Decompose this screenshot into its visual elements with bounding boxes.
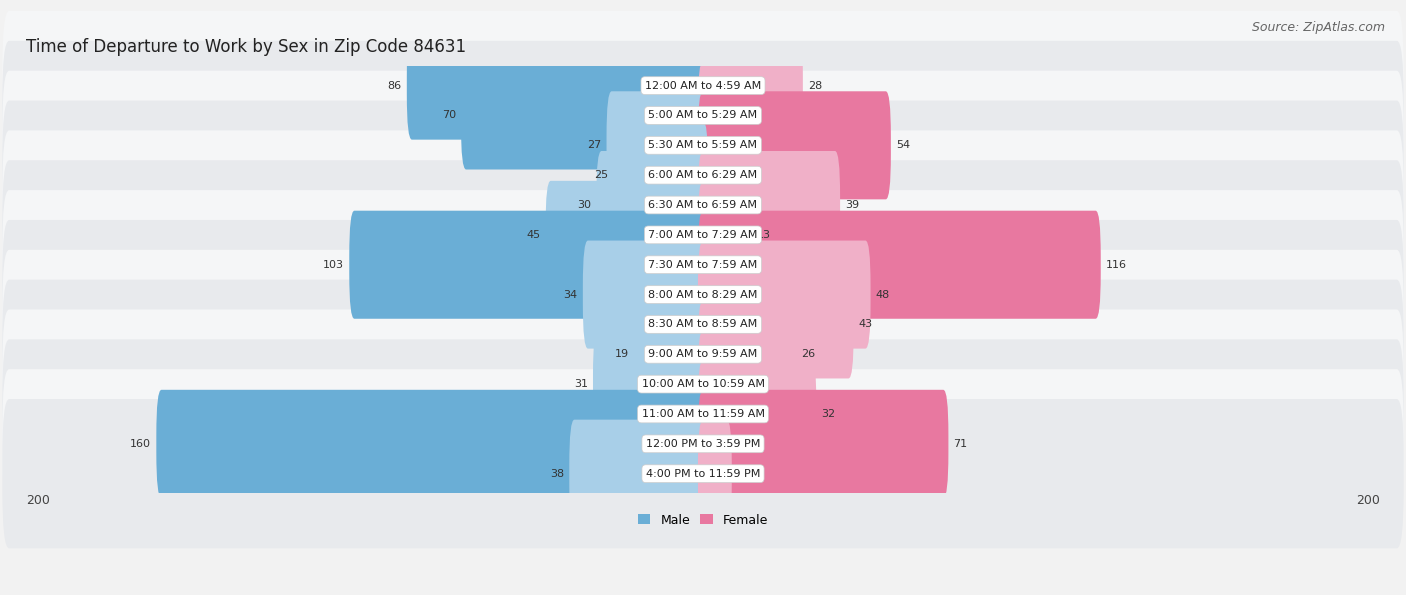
Text: 7: 7 bbox=[737, 469, 744, 479]
Text: 9:00 AM to 9:59 AM: 9:00 AM to 9:59 AM bbox=[648, 349, 758, 359]
Text: 25: 25 bbox=[595, 170, 609, 180]
Text: 200: 200 bbox=[27, 494, 49, 507]
FancyBboxPatch shape bbox=[697, 32, 803, 140]
FancyBboxPatch shape bbox=[3, 41, 1403, 190]
FancyBboxPatch shape bbox=[3, 71, 1403, 220]
Text: 54: 54 bbox=[896, 140, 910, 151]
Text: 39: 39 bbox=[845, 200, 859, 210]
FancyBboxPatch shape bbox=[569, 419, 709, 528]
Text: 12:00 PM to 3:59 PM: 12:00 PM to 3:59 PM bbox=[645, 439, 761, 449]
FancyBboxPatch shape bbox=[3, 130, 1403, 280]
FancyBboxPatch shape bbox=[697, 330, 725, 438]
FancyBboxPatch shape bbox=[697, 390, 949, 498]
Text: 103: 103 bbox=[323, 260, 344, 270]
FancyBboxPatch shape bbox=[596, 151, 709, 259]
FancyBboxPatch shape bbox=[3, 369, 1403, 518]
Text: 45: 45 bbox=[526, 230, 540, 240]
Text: 116: 116 bbox=[1105, 260, 1126, 270]
Text: 8:00 AM to 8:29 AM: 8:00 AM to 8:29 AM bbox=[648, 290, 758, 299]
Text: 4: 4 bbox=[727, 111, 734, 120]
Text: 86: 86 bbox=[388, 80, 402, 90]
FancyBboxPatch shape bbox=[697, 61, 721, 170]
Text: 71: 71 bbox=[953, 439, 967, 449]
Text: 38: 38 bbox=[550, 469, 564, 479]
FancyBboxPatch shape bbox=[697, 211, 1101, 319]
Text: 7:30 AM to 7:59 AM: 7:30 AM to 7:59 AM bbox=[648, 260, 758, 270]
Legend: Male, Female: Male, Female bbox=[633, 509, 773, 531]
FancyBboxPatch shape bbox=[634, 300, 709, 408]
FancyBboxPatch shape bbox=[583, 240, 709, 349]
FancyBboxPatch shape bbox=[697, 360, 817, 468]
FancyBboxPatch shape bbox=[697, 419, 731, 528]
Text: 4:00 PM to 11:59 PM: 4:00 PM to 11:59 PM bbox=[645, 469, 761, 479]
FancyBboxPatch shape bbox=[697, 151, 841, 259]
FancyBboxPatch shape bbox=[3, 220, 1403, 369]
Text: 6:30 AM to 6:59 AM: 6:30 AM to 6:59 AM bbox=[648, 200, 758, 210]
Text: 8:30 AM to 8:59 AM: 8:30 AM to 8:59 AM bbox=[648, 320, 758, 330]
FancyBboxPatch shape bbox=[697, 91, 891, 199]
Text: 5:30 AM to 5:59 AM: 5:30 AM to 5:59 AM bbox=[648, 140, 758, 151]
Text: 34: 34 bbox=[564, 290, 578, 299]
Text: 26: 26 bbox=[801, 349, 815, 359]
Text: 5:00 AM to 5:29 AM: 5:00 AM to 5:29 AM bbox=[648, 111, 758, 120]
FancyBboxPatch shape bbox=[697, 181, 752, 289]
Text: 43: 43 bbox=[859, 320, 873, 330]
Text: 12:00 AM to 4:59 AM: 12:00 AM to 4:59 AM bbox=[645, 80, 761, 90]
FancyBboxPatch shape bbox=[3, 339, 1403, 488]
FancyBboxPatch shape bbox=[349, 211, 709, 319]
FancyBboxPatch shape bbox=[406, 32, 709, 140]
Text: 28: 28 bbox=[808, 80, 823, 90]
Text: 0: 0 bbox=[686, 320, 693, 330]
FancyBboxPatch shape bbox=[156, 390, 709, 498]
Text: Source: ZipAtlas.com: Source: ZipAtlas.com bbox=[1251, 21, 1385, 34]
FancyBboxPatch shape bbox=[3, 11, 1403, 160]
Text: 48: 48 bbox=[876, 290, 890, 299]
FancyBboxPatch shape bbox=[461, 61, 709, 170]
Text: 200: 200 bbox=[1357, 494, 1379, 507]
Text: 160: 160 bbox=[131, 439, 152, 449]
Text: 27: 27 bbox=[588, 140, 602, 151]
FancyBboxPatch shape bbox=[697, 300, 796, 408]
Text: 11:00 AM to 11:59 AM: 11:00 AM to 11:59 AM bbox=[641, 409, 765, 419]
FancyBboxPatch shape bbox=[3, 309, 1403, 459]
FancyBboxPatch shape bbox=[3, 280, 1403, 429]
FancyBboxPatch shape bbox=[697, 240, 870, 349]
Text: 13: 13 bbox=[758, 230, 770, 240]
Text: 7:00 AM to 7:29 AM: 7:00 AM to 7:29 AM bbox=[648, 230, 758, 240]
Text: 32: 32 bbox=[821, 409, 835, 419]
FancyBboxPatch shape bbox=[3, 101, 1403, 250]
FancyBboxPatch shape bbox=[593, 330, 709, 438]
Text: 31: 31 bbox=[574, 379, 588, 389]
FancyBboxPatch shape bbox=[3, 160, 1403, 309]
Text: 10:00 AM to 10:59 AM: 10:00 AM to 10:59 AM bbox=[641, 379, 765, 389]
Text: 6:00 AM to 6:29 AM: 6:00 AM to 6:29 AM bbox=[648, 170, 758, 180]
Text: 70: 70 bbox=[441, 111, 456, 120]
FancyBboxPatch shape bbox=[3, 399, 1403, 549]
FancyBboxPatch shape bbox=[546, 181, 709, 289]
Text: 30: 30 bbox=[578, 200, 592, 210]
Text: 5: 5 bbox=[730, 379, 737, 389]
Text: Time of Departure to Work by Sex in Zip Code 84631: Time of Departure to Work by Sex in Zip … bbox=[27, 38, 467, 57]
Text: 19: 19 bbox=[614, 349, 628, 359]
FancyBboxPatch shape bbox=[3, 190, 1403, 339]
FancyBboxPatch shape bbox=[3, 250, 1403, 399]
Text: 0: 0 bbox=[713, 170, 720, 180]
FancyBboxPatch shape bbox=[606, 91, 709, 199]
FancyBboxPatch shape bbox=[613, 121, 709, 229]
FancyBboxPatch shape bbox=[664, 360, 709, 468]
Text: 10: 10 bbox=[645, 409, 659, 419]
FancyBboxPatch shape bbox=[697, 270, 853, 378]
